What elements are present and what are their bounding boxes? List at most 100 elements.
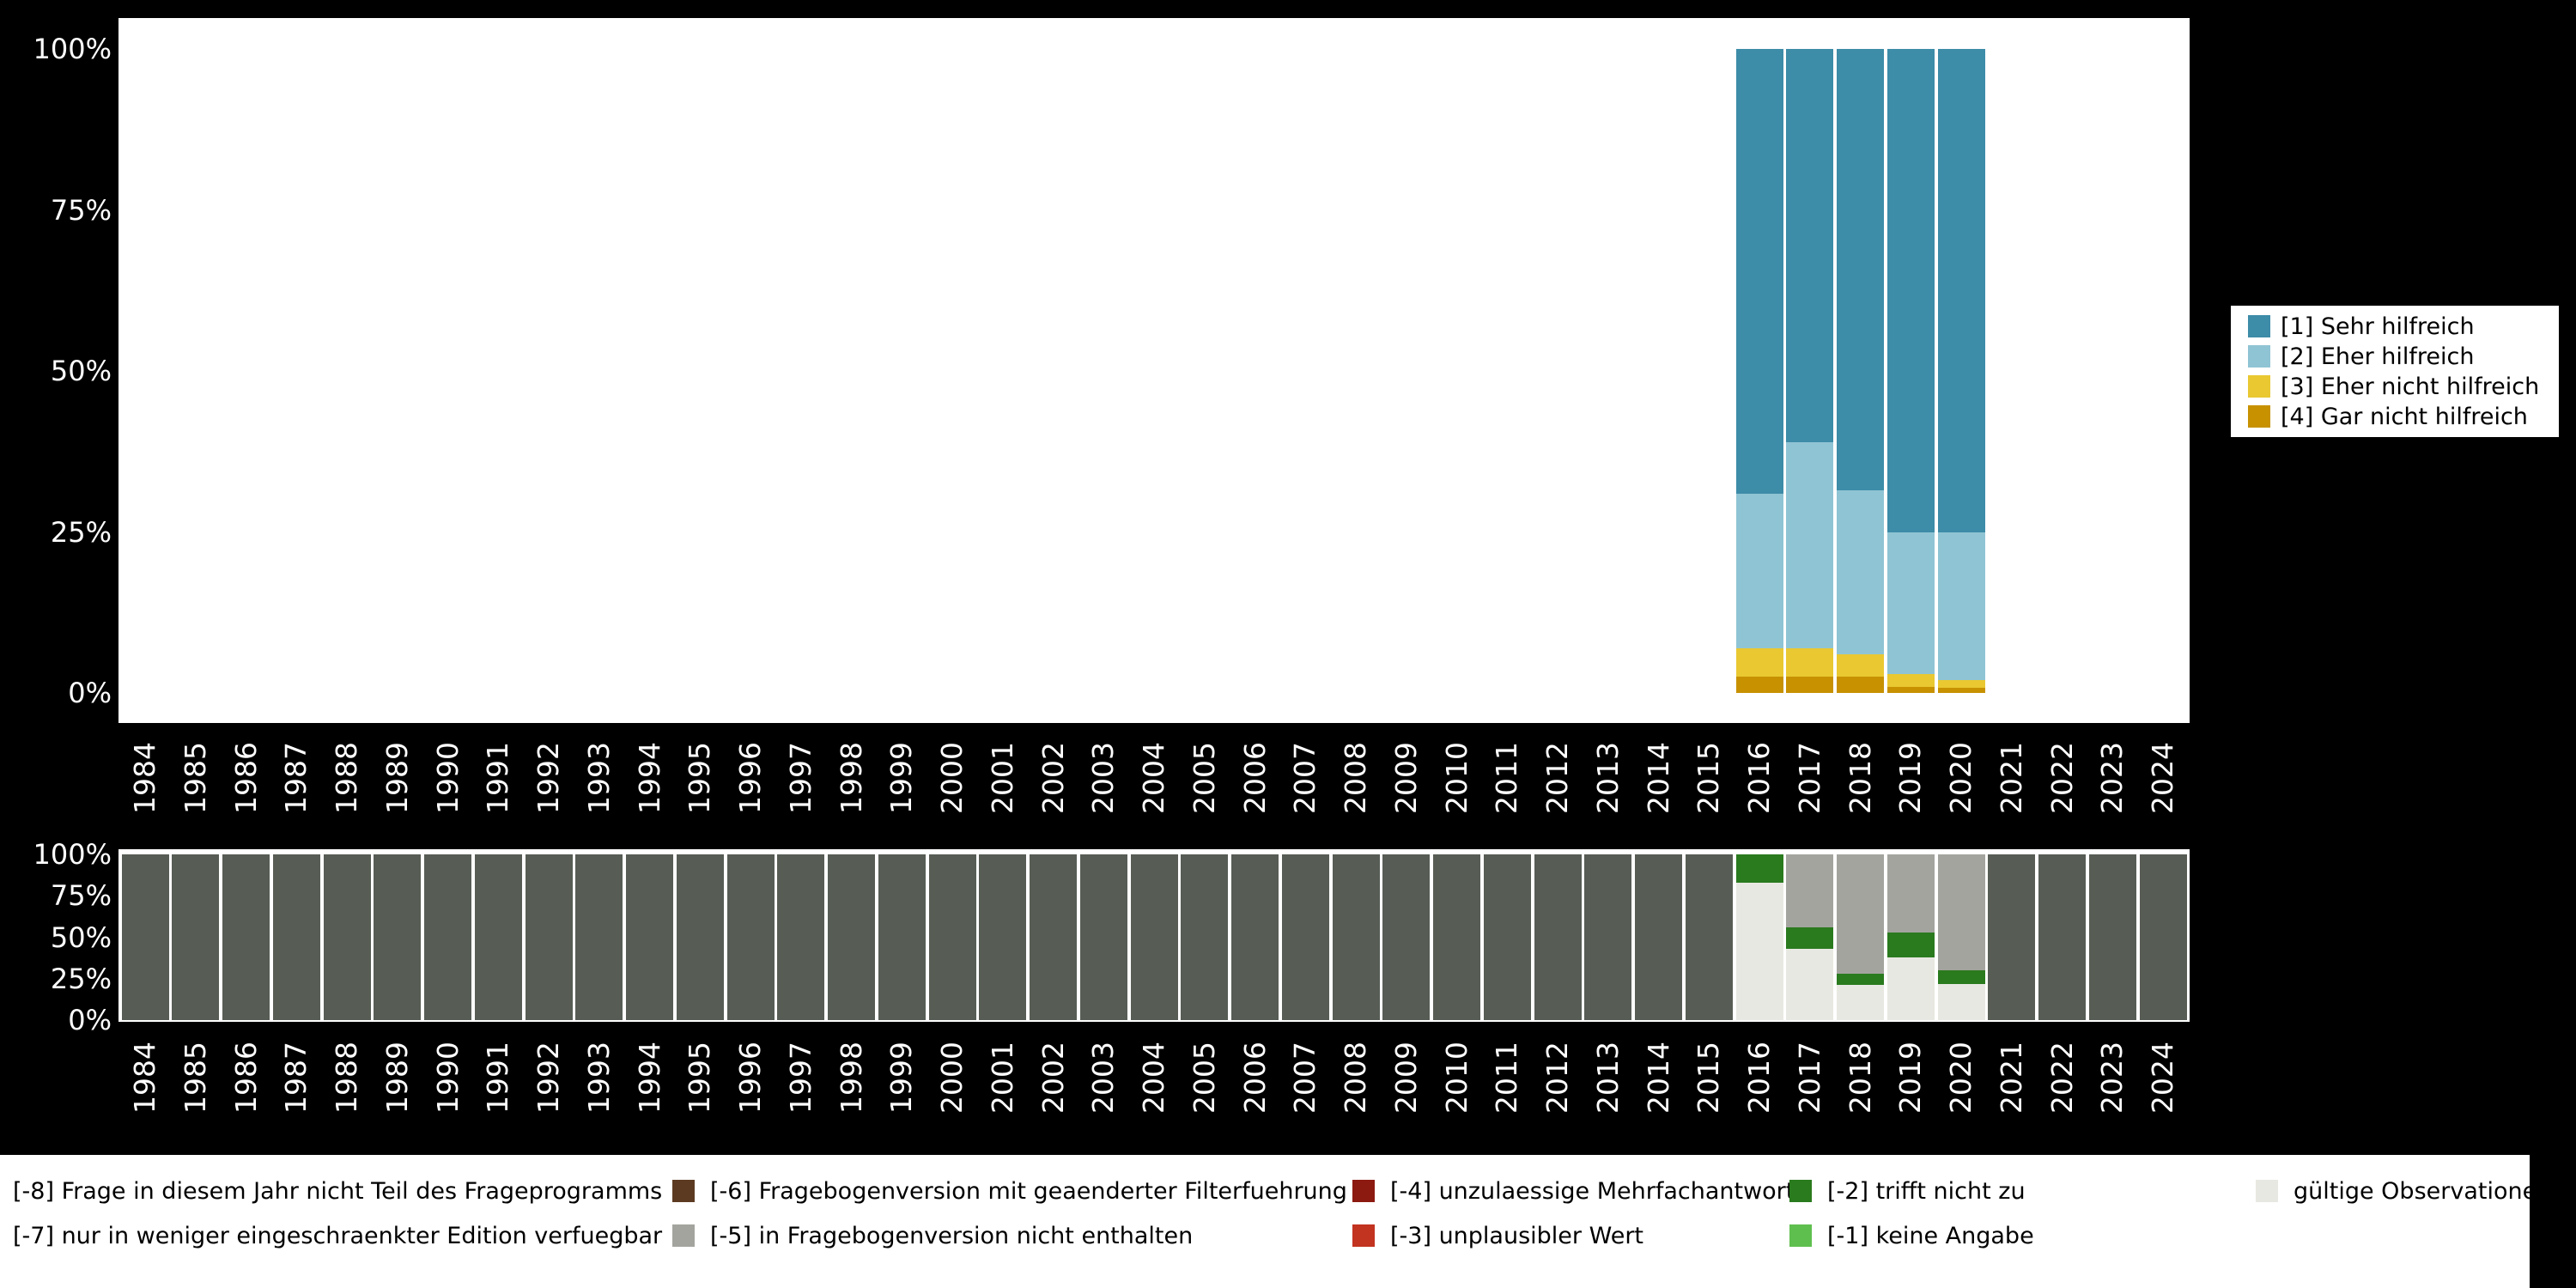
bar-segment xyxy=(2038,854,2086,1020)
missings-chart-xtick: 1991 xyxy=(481,1042,515,1114)
bar-segment xyxy=(1837,973,1884,986)
bar-segment xyxy=(1837,49,1884,490)
bar-1986 xyxy=(222,854,270,1020)
bar-segment xyxy=(323,854,371,1020)
responses-chart-ytick: 100% xyxy=(33,33,112,65)
missings-chart-xtick: 1990 xyxy=(430,1042,465,1114)
missings-legend-item: [-6] Fragebogenversion mit geaenderter F… xyxy=(672,1176,1347,1206)
legend-item: [2] Eher hilfreich xyxy=(2248,343,2559,370)
missings-chart-xtick: 2008 xyxy=(1339,1042,1372,1114)
missings-chart-xtick: 1997 xyxy=(783,1042,817,1114)
responses-chart-xtick: 1986 xyxy=(228,742,263,814)
missings-chart-xtick: 2001 xyxy=(985,1042,1019,1114)
bar-segment xyxy=(1635,854,1682,1020)
responses-chart-xtick: 2001 xyxy=(985,742,1019,814)
bar-segment xyxy=(1837,489,1884,654)
bar-1990 xyxy=(424,854,471,1020)
missings-chart-xtick: 2022 xyxy=(2044,1042,2079,1114)
missings-chart-ytick: 25% xyxy=(50,962,112,995)
bar-segment xyxy=(1735,647,1783,677)
bar-segment xyxy=(474,854,522,1020)
responses-chart-xtick: 2016 xyxy=(1742,742,1776,814)
legend-label: [-2] trifft nicht zu xyxy=(1827,1177,2026,1205)
missings-chart-xtick: 2015 xyxy=(1692,1042,1726,1114)
bar-1984 xyxy=(121,854,169,1020)
responses-chart-ytick: 0% xyxy=(68,677,112,709)
bar-segment xyxy=(1886,49,1935,532)
bar-segment xyxy=(575,854,623,1020)
legend-swatch xyxy=(2248,315,2270,337)
bar-segment xyxy=(2139,854,2187,1020)
bar-2012 xyxy=(1534,854,1582,1020)
responses-chart-xtick: 2000 xyxy=(935,742,969,814)
bar-segment xyxy=(1886,932,1935,957)
bar-segment xyxy=(626,854,673,1020)
bar-segment xyxy=(1281,854,1329,1020)
missings-chart-xtick: 1985 xyxy=(178,1042,212,1114)
missings-chart-xtick: 1989 xyxy=(380,1042,414,1114)
bar-2009 xyxy=(1382,854,1431,1020)
legend-label: [2] Eher hilfreich xyxy=(2281,343,2475,370)
bar-segment xyxy=(1735,493,1783,648)
bar-segment xyxy=(1433,854,1480,1020)
missings-chart-xtick: 1996 xyxy=(733,1042,767,1114)
bar-segment xyxy=(1937,688,1985,693)
bar-segment xyxy=(1837,985,1884,1020)
bar-segment xyxy=(1937,970,1985,984)
legend-label: [-4] unzulaessige Mehrfachantwort xyxy=(1390,1177,1795,1205)
responses-chart-xtick: 2024 xyxy=(2146,742,2179,814)
missings-chart-xtick: 1984 xyxy=(128,1042,161,1114)
bar-segment xyxy=(1786,927,1834,950)
bar-1989 xyxy=(374,854,422,1020)
bar-segment xyxy=(1937,49,1985,532)
missings-chart-ytick: 0% xyxy=(68,1004,112,1036)
responses-chart-xtick: 2008 xyxy=(1339,742,1372,814)
bar-1998 xyxy=(828,854,875,1020)
missings-chart-xtick: 2011 xyxy=(1490,1042,1524,1114)
missings-chart-xtick: 1998 xyxy=(834,1042,868,1114)
responses-chart-xtick: 2015 xyxy=(1692,742,1726,814)
bar-2003 xyxy=(1079,854,1127,1020)
bar-2002 xyxy=(1030,854,1077,1020)
responses-chart-xtick: 1992 xyxy=(532,742,565,814)
bar-2008 xyxy=(1332,854,1380,1020)
legend-swatch xyxy=(2256,1180,2278,1202)
missings-chart-xtick: 2021 xyxy=(1994,1042,2028,1114)
bar-segment xyxy=(1837,854,1884,974)
bar-segment xyxy=(1735,882,1783,1020)
bar-1987 xyxy=(272,854,320,1020)
legend-label: [3] Eher nicht hilfreich xyxy=(2281,373,2540,400)
bar-2004 xyxy=(1130,854,1178,1020)
missings-chart-xtick: 2016 xyxy=(1742,1042,1776,1114)
bar-segment xyxy=(676,854,724,1020)
bar-2020 xyxy=(1937,854,1985,1020)
bar-segment xyxy=(1079,854,1127,1020)
missings-chart-xtick: 2007 xyxy=(1288,1042,1322,1114)
bar-2017 xyxy=(1786,49,1834,693)
responses-chart-xtick: 2020 xyxy=(1944,742,1978,814)
responses-chart-xtick: 1999 xyxy=(884,742,919,814)
responses-chart-xtick: 1996 xyxy=(733,742,767,814)
legend-swatch xyxy=(2248,375,2270,398)
bar-segment xyxy=(1837,654,1884,677)
responses-chart-xtick: 2017 xyxy=(1792,742,1826,814)
responses-chart-xtick: 1994 xyxy=(632,742,666,814)
bar-2021 xyxy=(1988,854,2036,1020)
missings-chart-xtick: 2000 xyxy=(935,1042,969,1114)
missings-chart-xtick: 2010 xyxy=(1439,1042,1473,1114)
missings-chart-panel xyxy=(118,849,2190,1022)
missings-legend-item: [-2] trifft nicht zu xyxy=(1789,1176,2026,1206)
responses-chart-xtick: 2006 xyxy=(1237,742,1272,814)
bar-2000 xyxy=(928,854,976,1020)
responses-chart-xtick: 2019 xyxy=(1893,742,1928,814)
missings-legend-item: [-4] unzulaessige Mehrfachantwort xyxy=(1352,1176,1795,1206)
bar-1991 xyxy=(474,854,522,1020)
bar-1999 xyxy=(878,854,926,1020)
responses-chart-xtick: 2023 xyxy=(2095,742,2129,814)
missings-chart-xtick: 2002 xyxy=(1036,1042,1070,1114)
bar-2015 xyxy=(1685,854,1733,1020)
bar-segment xyxy=(1786,677,1834,693)
missings-chart-xtick: 2003 xyxy=(1086,1042,1121,1114)
missings-legend-item: [-7] nur in weniger eingeschraenkter Edi… xyxy=(13,1221,662,1250)
legend-label: gültige Observationen xyxy=(2293,1177,2552,1205)
